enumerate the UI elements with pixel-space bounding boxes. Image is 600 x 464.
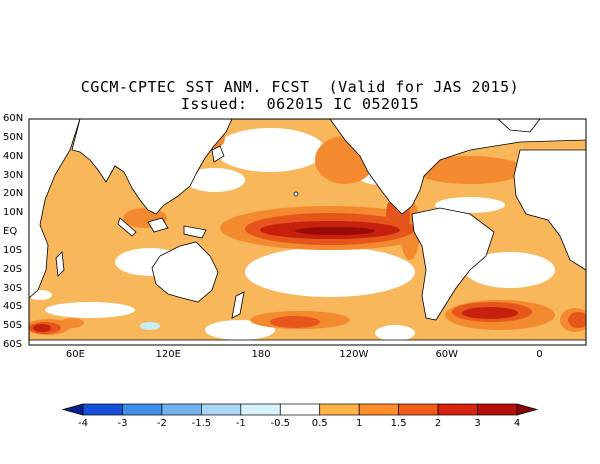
lat-label: 30N <box>3 169 24 181</box>
colorbar-segment <box>398 403 439 416</box>
colorbar-segment <box>279 403 321 416</box>
colorbar-segment <box>358 403 399 416</box>
colorbar-label: 1.5 <box>390 418 407 429</box>
lat-label: 60S <box>3 339 23 350</box>
colorbar-label: -1.5 <box>191 418 212 429</box>
lat-label: 10S <box>3 244 23 256</box>
lat-label: 10N <box>3 207 24 219</box>
colorbar-label: 0.5 <box>311 418 328 429</box>
north-america <box>329 119 586 215</box>
colorbar-label: -4 <box>78 418 88 429</box>
colorbar-label: -2 <box>156 418 167 429</box>
lon-label: 120E <box>155 349 181 360</box>
colorbar-label: -0.5 <box>270 418 291 429</box>
colorbar-label: 4 <box>513 418 521 429</box>
colorbar-high-arrow <box>516 403 539 416</box>
lat-label: 30S <box>3 282 23 294</box>
colorbar-segment <box>122 403 163 416</box>
new-guinea <box>183 225 207 239</box>
plot-area <box>29 119 586 345</box>
eurasia <box>71 119 233 215</box>
sumatra <box>117 217 137 237</box>
colorbar-label: 2 <box>434 418 442 429</box>
australia <box>151 241 219 303</box>
colorbar-label: -1 <box>235 418 246 429</box>
lon-label: 120W <box>339 349 369 360</box>
lon-label: 0 <box>536 349 543 360</box>
colorbar-segment <box>82 403 123 416</box>
colorbar-low-arrow <box>61 403 84 416</box>
colorbar-segment <box>201 403 242 416</box>
new-zealand <box>231 291 245 319</box>
map-title: CGCM-CPTEC SST ANM. FCST (Valid for JAS … <box>80 78 520 96</box>
plot-frame <box>28 118 587 346</box>
colorbar-segment <box>477 403 518 416</box>
lat-label: 40S <box>3 301 23 313</box>
lat-label: 20S <box>3 263 23 275</box>
lat-label: 50S <box>3 320 23 332</box>
colorbar-label: -3 <box>117 418 128 429</box>
borneo <box>147 217 169 233</box>
africa-west <box>513 149 586 271</box>
lon-label: 180 <box>251 349 271 360</box>
issued-subtitle: Issued: 062015 IC 052015 <box>180 95 420 113</box>
south-america <box>411 207 495 321</box>
colorbar <box>61 403 539 416</box>
greenland <box>497 119 541 133</box>
africa-arabia <box>29 119 81 299</box>
antarctica <box>29 339 586 345</box>
lat-label: 50N <box>3 131 24 143</box>
anomaly-4-contours <box>295 227 375 235</box>
colorbar-label: 3 <box>474 418 481 429</box>
land-masses <box>29 119 586 345</box>
lat-label: 40N <box>3 150 24 162</box>
lon-label: 60W <box>435 349 459 360</box>
colorbar-segment <box>240 403 281 416</box>
colorbar-segment <box>319 403 360 416</box>
lat-label: 60N <box>3 113 24 124</box>
lon-label: 60E <box>65 349 85 360</box>
colorbar-label: 1 <box>355 418 363 429</box>
lat-label: 20N <box>3 188 24 200</box>
madagascar <box>55 251 65 277</box>
colorbar-segment <box>437 403 478 416</box>
lat-label: EQ <box>3 226 18 237</box>
japan <box>211 145 225 163</box>
colorbar-segment <box>161 403 202 416</box>
